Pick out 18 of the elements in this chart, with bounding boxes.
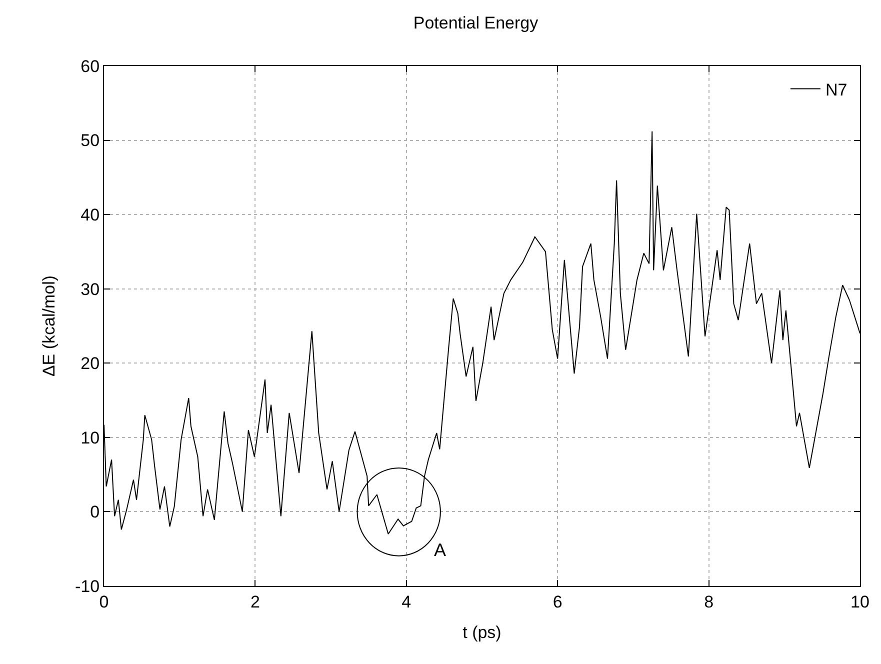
y-axis-title: ΔE (kcal/mol) — [40, 275, 59, 377]
y-tick-label: 50 — [80, 131, 100, 150]
x-tick-label: 10 — [850, 592, 870, 612]
y-tick-label: 30 — [80, 280, 100, 299]
y-tick-label: 20 — [80, 354, 100, 374]
y-tick-label: 60 — [80, 56, 100, 76]
y-tick-label: -10 — [75, 576, 100, 596]
x-axis-title: t (ps) — [462, 622, 502, 642]
x-tick-label: 6 — [552, 592, 562, 612]
x-tick-label: 4 — [402, 592, 412, 612]
y-tick-label: 40 — [80, 206, 100, 225]
annotation: A — [434, 540, 446, 560]
y-tick-label: 0 — [90, 502, 100, 522]
legend-label: N7 — [825, 80, 848, 100]
chart-title: Potential Energy — [413, 14, 539, 32]
y-tick-label: 10 — [80, 428, 100, 448]
x-tick-label: 2 — [250, 592, 260, 612]
x-tick-label: 8 — [704, 592, 714, 612]
